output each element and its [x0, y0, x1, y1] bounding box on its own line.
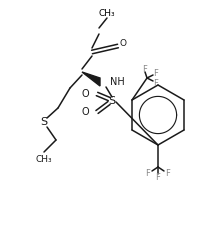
- Text: F: F: [154, 68, 158, 78]
- Text: S: S: [108, 96, 116, 106]
- Polygon shape: [82, 72, 100, 86]
- Text: O: O: [120, 39, 126, 47]
- Text: F: F: [146, 169, 150, 179]
- Text: F: F: [154, 79, 158, 87]
- Text: F: F: [143, 65, 147, 74]
- Text: F: F: [156, 174, 160, 182]
- Text: NH: NH: [110, 77, 125, 87]
- Text: CH₃: CH₃: [36, 155, 52, 165]
- Text: S: S: [40, 117, 48, 127]
- Text: O: O: [81, 89, 89, 99]
- Text: CH₃: CH₃: [99, 9, 115, 19]
- Text: F: F: [166, 169, 170, 179]
- Text: O: O: [81, 107, 89, 117]
